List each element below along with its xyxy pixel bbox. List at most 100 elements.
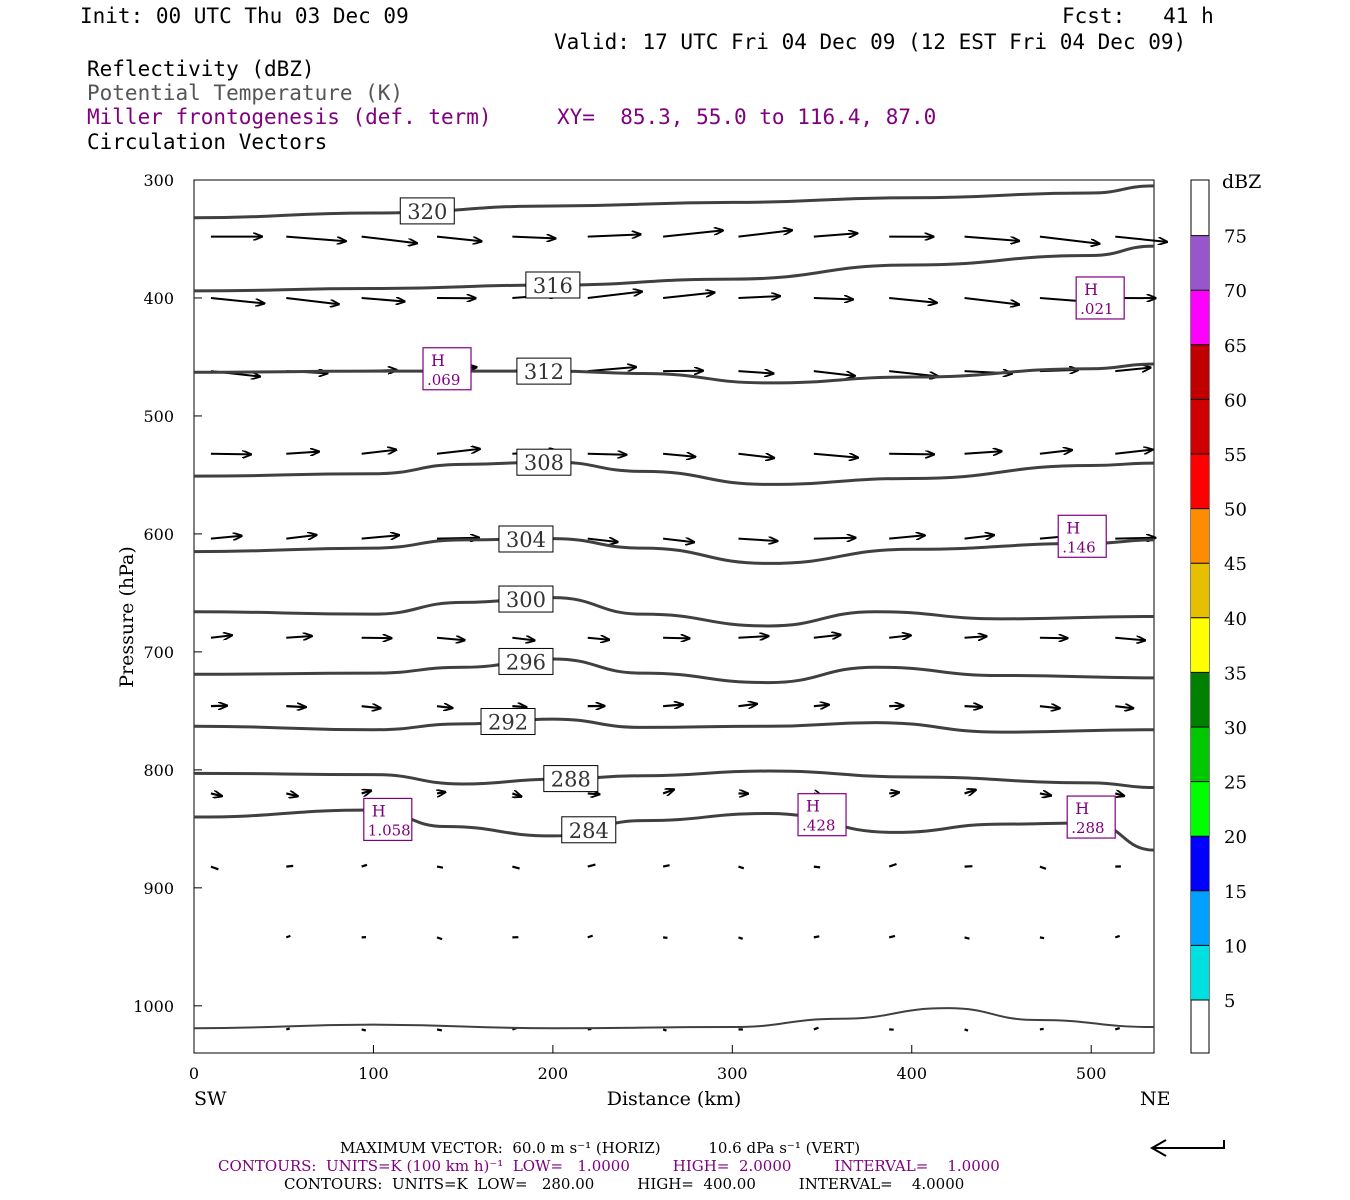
- circulation-vector: [1039, 793, 1051, 795]
- circulation-vector: [1114, 934, 1121, 939]
- circulation-vector: [286, 793, 298, 796]
- theta-contour-line: [193, 657, 1155, 685]
- circulation-vector: [662, 790, 674, 794]
- contour-label: 300: [506, 588, 546, 612]
- circulation-vector: [813, 635, 841, 638]
- circulation-vector: [738, 296, 780, 298]
- circulation-vector: [512, 706, 526, 707]
- contour-label: 320: [407, 200, 447, 224]
- theta-contour-line: [193, 362, 1155, 385]
- circulation-vector: [361, 450, 397, 454]
- reference-vector-icon: [1149, 1139, 1225, 1157]
- circulation-vector: [1114, 1027, 1121, 1031]
- theta-contour-line: [193, 184, 1155, 220]
- circulation-vector: [361, 535, 399, 538]
- circulation-vector: [587, 934, 594, 939]
- circulation-vector: [587, 234, 641, 236]
- circulation-vector: [813, 1026, 819, 1031]
- extremum-box: [422, 347, 472, 391]
- extremum-symbol: H: [1084, 280, 1098, 299]
- theta-contour-line: [193, 537, 1155, 565]
- circulation-vector: [1039, 235, 1099, 244]
- y-tick-label: 500: [143, 407, 174, 426]
- circulation-vector: [813, 298, 853, 299]
- contour-label: 312: [524, 360, 564, 384]
- circulation-vector: [964, 235, 1020, 241]
- circulation-vector: [662, 936, 668, 939]
- contour-label: 316: [533, 274, 573, 298]
- circulation-vector: [1115, 706, 1133, 708]
- circulation-vector: [361, 1028, 367, 1032]
- circulation-vector: [286, 296, 339, 304]
- circulation-vector: [738, 539, 777, 541]
- extremum-box: [363, 797, 413, 842]
- colorbar-tick-label: 10: [1224, 936, 1247, 957]
- circulation-vector: [662, 293, 714, 299]
- fcst-label: Fcst: 41 h: [1062, 4, 1214, 28]
- dbz-colorbar: 5 10 15 20 25 30 35 40 45 50 55 60 65 70 75: [1190, 179, 1247, 1054]
- circulation-vector: [286, 864, 294, 868]
- colorbar-swatch: [1191, 563, 1209, 618]
- circulation-vector: [662, 230, 723, 238]
- circulation-vector: [361, 706, 381, 708]
- contour-label-box: [525, 271, 581, 299]
- colorbar-tick-label: 20: [1224, 827, 1247, 848]
- circulation-vector: [1039, 936, 1045, 940]
- circulation-vector: [436, 1028, 443, 1032]
- valid-label: Valid: 17 UTC Fri 04 Dec 09 (12 EST Fri …: [554, 30, 1187, 54]
- contour-label-box: [498, 585, 554, 613]
- extremum-box: [1057, 514, 1107, 558]
- extremum-value: .428: [802, 817, 835, 835]
- extremum-value: 1.058: [368, 821, 411, 839]
- circulation-vector: [662, 539, 694, 543]
- circulation-vector: [964, 535, 994, 539]
- extremum-value: .288: [1071, 819, 1104, 837]
- circulation-vector: [1115, 793, 1124, 795]
- colorbar-swatch: [1191, 836, 1209, 891]
- circulation-vector: [436, 936, 443, 941]
- theta-contours: 320 316 312 308 304 300 296 292 288 284: [193, 184, 1155, 1030]
- circulation-vector: [1115, 235, 1167, 242]
- x-tick-label: 300: [717, 1064, 748, 1083]
- circulation-vector: [210, 454, 251, 455]
- circulation-vector: [587, 863, 596, 868]
- circulation-vector: [813, 935, 820, 939]
- y-tick-label: 400: [143, 289, 174, 308]
- circulation-vector: [738, 371, 773, 373]
- circulation-vector: [738, 704, 757, 706]
- circulation-vector: [964, 451, 1002, 453]
- circulation-vector: [813, 865, 821, 869]
- circulation-vector: [813, 452, 858, 458]
- circulation-vector: [1039, 450, 1072, 454]
- y-tick-label: 900: [143, 879, 174, 898]
- circulation-vector: [964, 636, 987, 637]
- y-tick-label: 300: [143, 171, 174, 190]
- extremum-value: .021: [1080, 300, 1113, 318]
- x-tick-label: 0: [189, 1064, 199, 1083]
- circulation-vector: [1039, 1027, 1044, 1031]
- circulation-vector: [286, 636, 312, 638]
- colorbar-swatch: [1191, 399, 1209, 454]
- circulation-vector: [813, 370, 855, 376]
- circulation-vector: [587, 638, 609, 640]
- circulation-vector: [964, 296, 1020, 305]
- colorbar-tick-label: 25: [1224, 773, 1247, 794]
- colorbar-tick-label: 55: [1224, 445, 1247, 466]
- circulation-vector: [436, 538, 479, 539]
- x-tick-label: 100: [358, 1064, 389, 1083]
- extremum-symbol: H: [1066, 518, 1080, 537]
- theta-contour-line: [193, 596, 1155, 628]
- circulation-vector: [813, 538, 856, 539]
- circulation-vector: [285, 934, 291, 939]
- field-frontogenesis: Miller frontogenesis (def. term): [87, 105, 492, 129]
- colorbar-swatch: [1191, 454, 1209, 509]
- y-tick-label: 1000: [133, 997, 174, 1016]
- circulation-vector: [587, 454, 627, 455]
- circulation-vector: [1115, 368, 1150, 372]
- colorbar-tick-label: 35: [1224, 663, 1247, 684]
- y-tick-label: 700: [143, 643, 174, 662]
- colorbar-tick-label: 65: [1224, 336, 1247, 357]
- circulation-vector: [889, 535, 925, 538]
- circulation-vector: [889, 635, 911, 637]
- circulation-vector: [361, 235, 417, 244]
